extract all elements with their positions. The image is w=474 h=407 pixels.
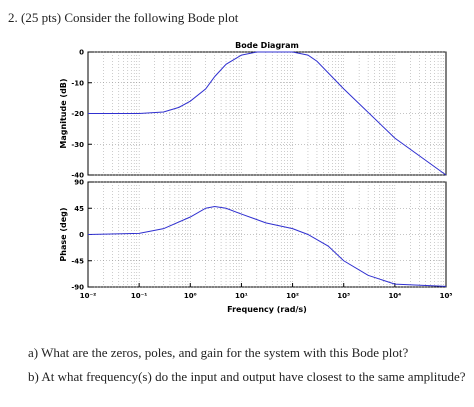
x-tick-label: 10⁵ xyxy=(440,292,453,300)
x-tick-label: 10² xyxy=(286,292,299,300)
y-axis-label: Phase (deg) xyxy=(59,207,68,261)
y-tick-label: 0 xyxy=(79,49,84,57)
chart-title: Bode Diagram xyxy=(235,41,299,50)
y-tick-label: -30 xyxy=(71,141,84,149)
x-tick-label: 10³ xyxy=(337,292,350,300)
series-line xyxy=(87,205,447,287)
y-axis-label: Magnitude (dB) xyxy=(59,78,68,148)
x-axis-label: Frequency (rad/s) xyxy=(227,305,307,314)
x-tick-label: 10⁰ xyxy=(184,292,197,300)
x-tick-label: 10⁻² xyxy=(80,292,97,300)
y-tick-label: -45 xyxy=(71,257,84,265)
y-tick-label: -40 xyxy=(71,172,84,180)
part-a: a) What are the zeros, poles, and gain f… xyxy=(28,345,408,360)
y-tick-label: -10 xyxy=(71,79,84,87)
y-tick-label: -90 xyxy=(71,284,84,292)
part-b: b) At what frequency(s) do the input and… xyxy=(28,369,466,384)
x-tick-label: 10⁻¹ xyxy=(131,292,148,300)
question: 2. (25 pts) Consider the following Bode … xyxy=(8,10,239,25)
plot-area xyxy=(87,51,447,176)
y-tick-label: 0 xyxy=(79,231,84,239)
x-tick-label: 10⁴ xyxy=(388,292,401,300)
plot-area xyxy=(87,181,447,288)
series-line xyxy=(88,51,447,176)
y-tick-label: 90 xyxy=(74,179,84,187)
x-tick-label: 10¹ xyxy=(235,292,248,300)
y-tick-label: 45 xyxy=(74,205,84,213)
y-tick-label: -20 xyxy=(71,110,84,118)
